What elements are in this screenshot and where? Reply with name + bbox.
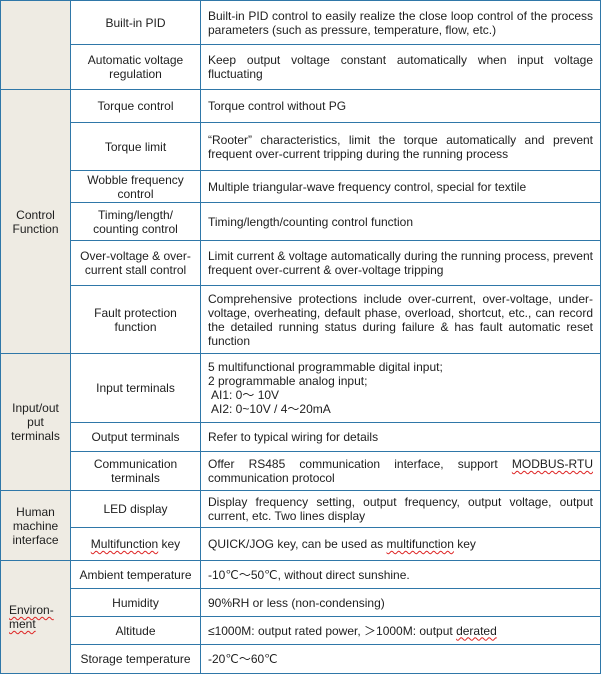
description-cell: -20℃～60℃ xyxy=(200,644,601,674)
spellcheck-word: derated xyxy=(456,623,497,638)
description-cell: Limit current & voltage automatically du… xyxy=(200,240,601,286)
description-cell: Offer RS485 communication interface, sup… xyxy=(200,451,601,491)
text: communication protocol xyxy=(208,471,335,485)
feature-cell: Timing/length/ counting control xyxy=(70,202,201,241)
feature-cell: Built-in PID xyxy=(70,0,201,45)
group-cell xyxy=(0,0,71,90)
description-cell: “Rooter” characteristics, limit the torq… xyxy=(200,122,601,171)
feature-cell: Automatic voltage regulation xyxy=(70,44,201,90)
text: key xyxy=(453,537,476,551)
line: 2 programmable analog input; xyxy=(208,374,368,388)
description-cell: Built-in PID control to easily realize t… xyxy=(200,0,601,45)
feature-cell: Multifunction key xyxy=(70,527,201,561)
table-row: Input/out put terminals Input terminals … xyxy=(0,353,601,491)
feature-cell: Ambient temperature xyxy=(70,560,201,589)
description-cell: Comprehensive protections include over-c… xyxy=(200,285,601,354)
group-cell-human-machine-interface: Human machine interface xyxy=(0,490,71,561)
description-cell: ≤1000M: output rated power, ＞1000M: outp… xyxy=(200,616,601,645)
spellcheck-word: ment xyxy=(9,617,36,631)
description-cell: Refer to typical wiring for details xyxy=(200,422,601,452)
line: AI1: 0～ 10V xyxy=(211,388,280,402)
table-row: Storage temperature -20℃～60℃ xyxy=(1,644,601,674)
line: AI2: 0~10V / 4～20mA xyxy=(211,402,331,416)
text: QUICK/JOG key, can be used as xyxy=(208,537,387,551)
feature-cell: Storage temperature xyxy=(70,644,201,674)
table-row: Altitude ≤1000M: output rated power, ＞10… xyxy=(1,616,601,645)
feature-cell: Input terminals xyxy=(70,353,201,423)
description-cell: Timing/length/counting control function xyxy=(200,202,601,241)
table-row: Control Function Torque control Torque c… xyxy=(0,89,601,354)
description-cell: QUICK/JOG key, can be used as multifunct… xyxy=(200,527,601,561)
description-cell: 90%RH or less (non-condensing) xyxy=(200,588,601,617)
description-cell: Torque control without PG xyxy=(200,89,601,123)
table-row: Torque limit “Rooter” characteristics, l… xyxy=(1,122,601,171)
text: key xyxy=(158,537,181,551)
group-cell-io-terminals: Input/out put terminals xyxy=(0,353,71,491)
feature-cell: Altitude xyxy=(70,616,201,645)
table-row: Humidity 90%RH or less (non-condensing) xyxy=(1,588,601,617)
table-row: Over-voltage & over-current stall contro… xyxy=(1,240,601,286)
feature-cell: Over-voltage & over-current stall contro… xyxy=(70,240,201,286)
feature-cell: Torque limit xyxy=(70,122,201,171)
spellcheck-word: Environ- xyxy=(9,603,54,617)
description-cell: 5 multifunctional programmable digital i… xyxy=(200,353,601,423)
table-row: Fault protection function Comprehensive … xyxy=(1,285,601,354)
feature-cell: Fault protection function xyxy=(70,285,201,354)
table-row: Wobble frequency control Multiple triang… xyxy=(1,170,601,203)
feature-cell: Wobble frequency control xyxy=(70,170,201,203)
feature-cell: LED display xyxy=(70,490,201,528)
text: ≤1000M: output rated power, ＞1000M: outp… xyxy=(208,623,457,638)
description-cell: Display frequency setting, output freque… xyxy=(200,490,601,528)
spellcheck-word: Multifunction xyxy=(90,537,159,551)
group-cell-control-function: Control Function xyxy=(0,89,71,354)
table-row: Multifunction key QUICK/JOG key, can be … xyxy=(1,527,601,561)
table-row: Timing/length/ counting control Timing/l… xyxy=(1,202,601,241)
feature-cell: Humidity xyxy=(70,588,201,617)
description-cell: -10℃～50℃, without direct sunshine. xyxy=(200,560,601,589)
feature-cell: Torque control xyxy=(70,89,201,123)
spellcheck-word: multifunction xyxy=(386,537,454,551)
spellcheck-word: MODBUS-RTU xyxy=(511,457,593,471)
feature-cell: Communication terminals xyxy=(70,451,201,491)
table-row: Output terminals Refer to typical wiring… xyxy=(1,422,601,452)
table-row: Built-in PID Built-in PID control to eas… xyxy=(0,0,601,90)
text: Offer RS485 communication interface, sup… xyxy=(208,457,512,471)
table-row: Environ-ment Ambient temperature -10℃～50… xyxy=(0,560,601,674)
description-cell: Multiple triangular-wave frequency contr… xyxy=(200,170,601,203)
group-cell-environment: Environ-ment xyxy=(0,560,71,674)
table-row: Automatic voltage regulation Keep output… xyxy=(1,44,601,90)
line: 5 multifunctional programmable digital i… xyxy=(208,360,443,374)
table-row: Human machine interface LED display Disp… xyxy=(0,490,601,561)
feature-cell: Output terminals xyxy=(70,422,201,452)
description-cell: Keep output voltage constant automatical… xyxy=(200,44,601,90)
table-row: Communication terminals Offer RS485 comm… xyxy=(1,451,601,491)
